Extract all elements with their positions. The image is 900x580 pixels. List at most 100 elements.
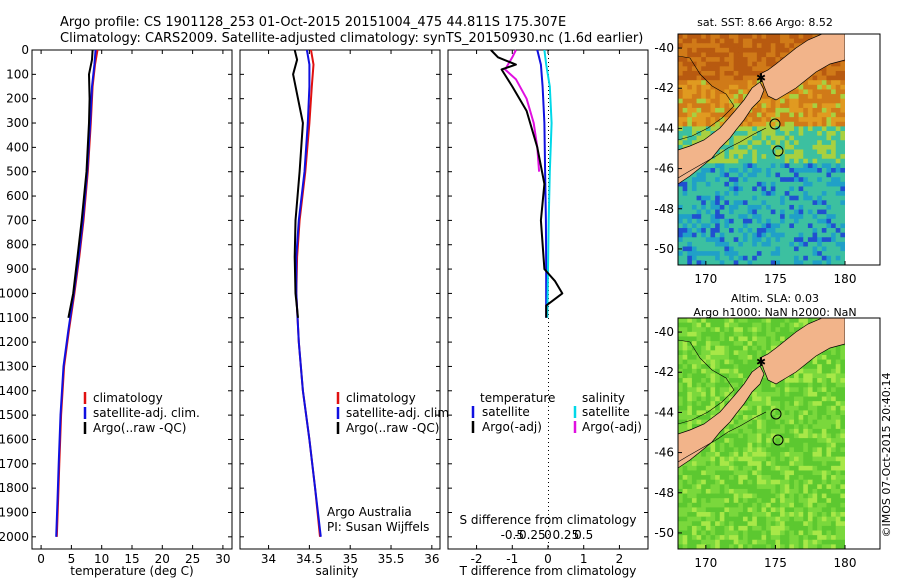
map-cell — [826, 391, 832, 397]
map-cell — [798, 209, 804, 215]
map-cell — [812, 535, 818, 541]
map-cell — [789, 465, 795, 471]
map-cell — [766, 34, 772, 40]
map-cell — [733, 84, 739, 90]
map-cell — [807, 121, 813, 127]
map-cell — [691, 512, 697, 518]
legend-salinity-argo: Argo(-adj) — [582, 420, 642, 434]
map-cell — [701, 364, 707, 370]
sla-map-frame — [677, 317, 881, 550]
map-cell — [747, 218, 753, 224]
map-cell — [761, 140, 767, 146]
map-cell — [793, 410, 800, 416]
map-cell — [826, 75, 832, 81]
map-cell — [691, 318, 697, 324]
map-cell — [831, 345, 837, 351]
map-cell — [742, 260, 748, 265]
map-cell — [682, 186, 688, 192]
float-track-marker: ✱ — [756, 71, 766, 85]
map-cell — [756, 158, 762, 164]
map-cell — [798, 131, 804, 137]
map-cell — [682, 387, 688, 393]
map-cell — [705, 43, 711, 49]
map-cell — [756, 401, 762, 407]
map-cell — [682, 94, 688, 100]
map-cell — [770, 103, 776, 109]
map-cell — [812, 456, 818, 462]
map-cell — [835, 144, 841, 150]
map-cell — [724, 465, 730, 471]
map-cell — [756, 70, 762, 76]
map-cell — [747, 451, 753, 457]
map-cell — [784, 438, 790, 444]
map-cell — [729, 475, 735, 481]
map-cell — [729, 34, 735, 40]
map-cell — [705, 70, 711, 76]
map-cell — [789, 419, 795, 425]
map-cell — [807, 241, 813, 247]
map-cell — [793, 396, 800, 402]
map-cell — [738, 214, 744, 220]
map-cell — [826, 521, 832, 527]
map-cell — [817, 241, 823, 247]
map-cell — [696, 80, 702, 86]
map-cell — [682, 479, 688, 485]
map-cell — [807, 140, 813, 146]
map-cell — [738, 186, 744, 192]
map-cell — [747, 232, 753, 238]
map-cell — [780, 186, 786, 192]
map-cell — [696, 177, 702, 183]
map-cell — [766, 52, 772, 58]
map-cell — [761, 121, 767, 127]
map-cell — [719, 364, 725, 370]
map-cell — [710, 530, 716, 536]
map-cell — [705, 525, 711, 531]
map-cell — [724, 84, 730, 90]
map-cell — [691, 107, 697, 113]
map-cell — [729, 470, 735, 476]
map-cell — [724, 38, 730, 44]
map-cell — [701, 103, 707, 109]
map-cell — [752, 336, 758, 342]
map-cell — [793, 391, 800, 397]
map-cell — [812, 373, 818, 379]
map-cell — [835, 507, 841, 513]
map-cell — [687, 204, 693, 210]
map-cell — [780, 410, 786, 416]
map-cell — [817, 195, 823, 201]
map-cell — [756, 57, 762, 63]
map-cell — [696, 465, 702, 471]
map-cell — [742, 465, 748, 471]
map-cell — [678, 498, 684, 504]
map-cell — [691, 516, 697, 522]
map-cell — [701, 112, 707, 118]
map-cell — [793, 525, 800, 531]
map-cell — [775, 461, 781, 467]
map-cell — [784, 232, 790, 238]
map-cell — [724, 61, 730, 67]
map-cell — [682, 405, 688, 411]
map-cell — [682, 70, 688, 76]
map-cell — [705, 512, 711, 518]
x-tick-label: 30 — [215, 552, 230, 566]
map-cell — [831, 255, 837, 261]
map-cell — [715, 336, 721, 342]
map-cell — [807, 107, 813, 113]
y-tick-label: 900 — [6, 262, 29, 276]
map-cell — [678, 512, 684, 518]
map-cell — [742, 89, 748, 95]
map-cell — [817, 80, 823, 86]
map-cell — [826, 507, 832, 513]
map-cell — [678, 401, 684, 407]
map-cell — [738, 84, 744, 90]
map-cell — [826, 451, 832, 457]
map-cell — [682, 493, 688, 499]
map-cell — [803, 424, 809, 430]
map-cell — [807, 163, 813, 169]
map-cell — [733, 232, 739, 238]
map-cell — [687, 539, 693, 545]
map-cell — [756, 424, 762, 430]
map-cell — [691, 186, 697, 192]
map-cell — [687, 246, 693, 252]
map-cell — [766, 539, 772, 545]
